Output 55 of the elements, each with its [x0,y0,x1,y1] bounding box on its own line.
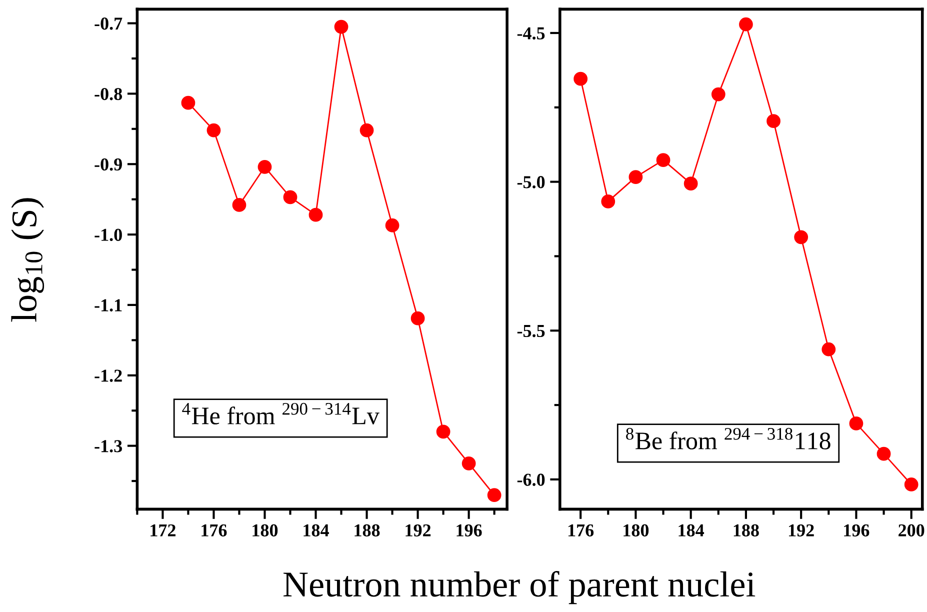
point [849,416,864,430]
point [487,488,502,502]
point [385,218,400,232]
annotation: $^{4}$He from $^{290−314}$Lv [182,402,380,424]
x-tick-label: 188 [734,524,759,536]
x-tick-label: 176 [568,524,594,536]
y-tick-label: -5.0 [517,176,545,188]
y-tick-label: -1.3 [94,440,122,452]
x-tick-label: 192 [406,524,431,536]
point [684,176,698,191]
point [766,114,780,128]
point [876,446,891,461]
point [628,170,643,184]
y-tick-label: -5.5 [517,325,545,338]
x-tick-label: 196 [456,524,482,536]
point [206,123,221,138]
x-tick-label: 196 [844,524,870,536]
x-tick-label: 192 [788,524,814,536]
point [574,72,588,86]
point [904,478,918,492]
x-axis-title: Neutron number of parent nuclei [284,570,756,604]
point [739,17,753,32]
y-tick-label: -0.7 [94,18,122,30]
point [822,342,836,356]
y-tick-label: -1.2 [94,370,122,382]
annotation: $^{8}$Be from $^{294−318}$118 [626,428,830,450]
point [462,456,476,470]
point [794,230,808,244]
point [283,190,298,204]
point [181,96,196,110]
x-tick-label: 184 [304,524,329,536]
point [334,20,348,34]
x-tick-label: 176 [202,524,227,536]
x-tick-label: 172 [150,524,176,536]
point [232,198,246,212]
point [360,123,374,138]
point [656,153,670,168]
y-tick-label: -1.0 [94,228,122,242]
x-tick-label: 184 [678,524,704,536]
x-tick-label: 180 [252,524,278,536]
point [258,160,272,174]
point [711,87,726,102]
point [436,424,450,439]
y-tick-label: -0.9 [94,158,122,171]
point [410,311,425,326]
y-tick-label: -0.8 [94,88,122,100]
x-tick-label: 188 [354,524,380,536]
y-axis-title: log$_{10}$ (S) [11,198,44,322]
x-tick-label: 180 [624,524,649,536]
x-tick-label: 200 [898,524,924,536]
y-tick-label: -6.0 [517,474,545,486]
point [308,208,323,222]
y-tick-label: -4.5 [517,27,545,40]
point [601,194,616,208]
y-tick-label: -1.1 [94,299,122,312]
